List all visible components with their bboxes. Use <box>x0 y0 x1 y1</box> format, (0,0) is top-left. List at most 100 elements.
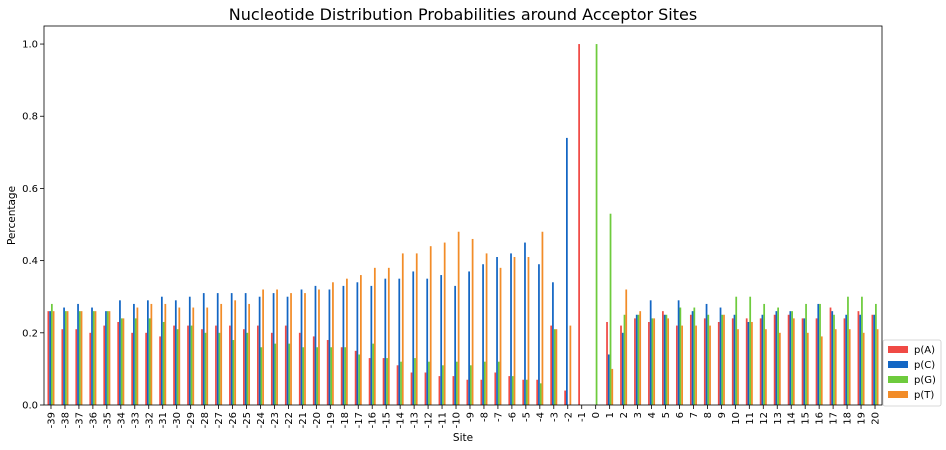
bar <box>382 358 385 405</box>
bar <box>91 307 93 405</box>
bar <box>64 311 67 405</box>
bar <box>857 311 860 405</box>
bar <box>679 307 682 405</box>
bar <box>429 246 432 405</box>
bar <box>131 332 134 405</box>
bar-group <box>187 296 195 405</box>
bar <box>164 303 167 405</box>
bar <box>621 332 624 405</box>
bar <box>244 293 247 405</box>
bar <box>737 329 739 405</box>
bar <box>284 325 287 405</box>
bar <box>206 307 209 405</box>
bar <box>485 253 488 405</box>
bar <box>731 318 734 405</box>
x-tick-label: -16 <box>368 412 379 428</box>
bar <box>272 293 275 405</box>
bar <box>424 372 427 405</box>
bar <box>122 318 125 405</box>
bar <box>513 257 516 405</box>
bar <box>609 213 612 405</box>
bar <box>634 318 636 405</box>
bar <box>508 376 511 405</box>
plot-area <box>43 25 883 406</box>
bar <box>482 264 484 405</box>
bar <box>569 325 572 405</box>
bar <box>326 340 329 405</box>
bar <box>63 307 65 405</box>
bar <box>681 325 683 405</box>
y-tick-label: 0.8 <box>22 112 38 123</box>
x-tick-label: 11 <box>745 412 756 425</box>
bar <box>843 318 846 405</box>
bar <box>442 365 444 405</box>
bar-group <box>662 311 670 405</box>
bar <box>443 242 446 405</box>
bar <box>483 361 486 405</box>
bar <box>765 329 767 405</box>
bar <box>705 303 708 405</box>
bar <box>693 307 696 405</box>
bar <box>174 300 177 405</box>
bar <box>747 321 750 405</box>
bar <box>387 267 390 405</box>
bar <box>332 282 334 405</box>
bar <box>820 336 823 405</box>
bar-group <box>857 296 865 405</box>
bar-group <box>368 267 376 405</box>
bar <box>719 307 722 405</box>
bar <box>75 329 78 405</box>
bar-group <box>61 307 69 405</box>
bar <box>415 253 418 405</box>
x-tick-label: 14 <box>787 412 798 425</box>
x-axis: -39 -38 -37 -36 -35 -34 -33 -32 -31 -30 -29 -28 -27-… <box>46 405 882 428</box>
bar <box>398 278 401 405</box>
bar <box>89 332 92 405</box>
bar <box>274 343 277 405</box>
bar <box>262 289 264 405</box>
bar <box>386 358 388 405</box>
bar <box>316 347 319 405</box>
bar <box>471 238 474 405</box>
bar <box>763 303 766 405</box>
x-tick-label: -20 <box>312 412 323 428</box>
bar <box>438 376 441 405</box>
bar <box>801 318 804 405</box>
bar <box>721 314 724 405</box>
x-tick-label: -32 <box>144 412 155 428</box>
legend-swatch <box>888 376 908 383</box>
bar-group <box>229 293 237 405</box>
x-tick-label: -17 <box>354 412 365 428</box>
bar-group <box>452 231 460 405</box>
x-tick-label: -27 <box>214 412 225 428</box>
bar <box>117 321 120 405</box>
x-tick-label: 8 <box>703 412 714 418</box>
legend-box <box>882 339 942 407</box>
bar <box>555 329 558 405</box>
bar <box>539 383 542 405</box>
bar <box>847 296 849 405</box>
bar-group <box>508 253 516 405</box>
x-tick-label: -29 <box>186 412 197 428</box>
bar <box>256 325 259 405</box>
x-tick-label: -28 <box>200 412 211 428</box>
bar <box>675 325 678 405</box>
bar <box>527 257 530 405</box>
bar <box>723 314 725 405</box>
x-tick-label: -19 <box>326 412 337 428</box>
plot-frame <box>43 25 883 406</box>
bar <box>187 325 189 405</box>
bar <box>806 332 809 405</box>
bar <box>606 321 608 405</box>
bar <box>243 329 245 405</box>
x-tick-label: 13 <box>773 412 784 425</box>
bar-group <box>675 300 683 405</box>
bar-group <box>131 303 139 405</box>
bar <box>689 314 692 405</box>
bar <box>50 303 53 405</box>
bar <box>707 314 710 405</box>
x-tick-label: 2 <box>619 412 630 418</box>
bar <box>218 332 221 405</box>
y-tick-label: 0.2 <box>22 328 38 339</box>
